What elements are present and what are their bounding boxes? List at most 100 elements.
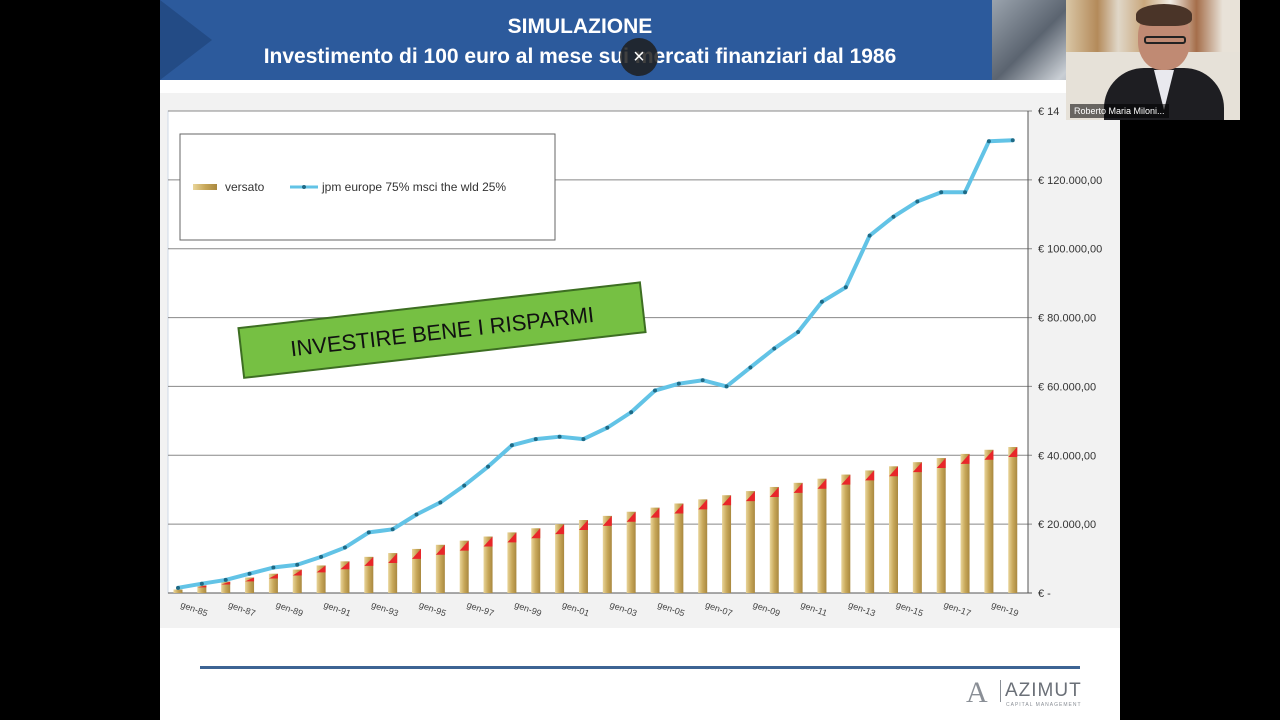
bar-red-cap bbox=[912, 462, 922, 473]
y-tick-label: € 100.000,00 bbox=[1038, 244, 1102, 256]
line-point bbox=[653, 388, 657, 393]
line-point bbox=[772, 346, 777, 351]
header-chevron-decoration bbox=[160, 0, 212, 80]
logo-text: AZIMUT bbox=[1000, 680, 1082, 702]
bar-versato bbox=[889, 466, 898, 593]
x-tick-label: gen-89 bbox=[275, 599, 305, 618]
x-tick-label: gen-97 bbox=[466, 599, 496, 618]
bar-red-cap bbox=[650, 507, 660, 518]
line-point bbox=[843, 285, 848, 290]
slide-title: SIMULAZIONE bbox=[507, 15, 653, 38]
line-point bbox=[986, 139, 991, 144]
y-tick-label: € 80.000,00 bbox=[1038, 313, 1096, 325]
bar-red-cap bbox=[745, 491, 755, 502]
legend-label-versato: versato bbox=[225, 180, 265, 194]
presentation-slide: SIMULAZIONE Investimento di 100 euro al … bbox=[160, 0, 1120, 720]
bar-red-cap bbox=[865, 470, 875, 481]
legend-swatch-point bbox=[302, 185, 306, 189]
bar-versato bbox=[340, 561, 350, 593]
bar-versato bbox=[412, 548, 421, 593]
bar-versato bbox=[936, 458, 946, 593]
banner-box bbox=[237, 281, 647, 379]
bar-versato bbox=[459, 540, 469, 593]
bar-red-cap bbox=[626, 511, 636, 522]
bar-red-cap bbox=[268, 573, 278, 579]
logo-subtitle: CAPITAL MANAGEMENT bbox=[1006, 702, 1082, 708]
bar-red-cap bbox=[364, 556, 374, 566]
bar-versato bbox=[865, 470, 875, 593]
bar-red-cap bbox=[936, 458, 946, 469]
bar-red-cap bbox=[602, 515, 612, 526]
footer-divider bbox=[200, 666, 1080, 669]
slide-subtitle: Investimento di 100 euro al mese sui mer… bbox=[263, 45, 897, 68]
x-tick-label: gen-19 bbox=[990, 599, 1020, 618]
bar-versato bbox=[984, 449, 994, 593]
bar-red-cap bbox=[841, 474, 851, 485]
y-tick-label: € 40.000,00 bbox=[1038, 450, 1096, 462]
bar-versato bbox=[769, 486, 779, 593]
participant-name-label: Roberto Maria Miloni... bbox=[1070, 104, 1169, 118]
bar-versato bbox=[912, 462, 922, 593]
bar-versato bbox=[531, 528, 541, 593]
x-tick-label: gen-15 bbox=[895, 599, 925, 618]
investment-chart: € - € 20.000,00 € 40.000,00 € 60.000,00 € 80… bbox=[167, 106, 1102, 618]
bar-versato bbox=[602, 515, 612, 593]
line-point bbox=[819, 299, 824, 304]
line-point bbox=[891, 214, 896, 219]
y-tick-label: € 120.000,00 bbox=[1038, 175, 1102, 187]
x-tick-label: gen-85 bbox=[179, 599, 209, 618]
bar-versato bbox=[483, 536, 493, 593]
line-point bbox=[557, 434, 562, 439]
bar-versato bbox=[578, 520, 588, 593]
y-tick-label: € 14 bbox=[1038, 106, 1059, 118]
x-tick-label: gen-93 bbox=[370, 599, 400, 618]
bar-versato bbox=[245, 577, 255, 593]
bar-red-cap bbox=[674, 503, 684, 514]
bar-red-cap bbox=[292, 569, 302, 576]
bar-versato bbox=[197, 585, 207, 593]
bar-red-cap bbox=[817, 478, 827, 489]
line-point bbox=[271, 565, 276, 570]
bar-versato bbox=[292, 569, 302, 593]
bar-red-cap bbox=[555, 524, 565, 535]
bar-red-cap bbox=[388, 553, 398, 564]
line-point bbox=[605, 425, 610, 430]
x-tick-label: gen-01 bbox=[561, 599, 591, 618]
bar-red-cap bbox=[197, 585, 207, 588]
bar-versato bbox=[221, 581, 231, 593]
line-point bbox=[176, 585, 180, 590]
bar-versato bbox=[745, 491, 755, 593]
x-tick-label: gen-87 bbox=[227, 599, 257, 618]
legend-label-jpm: jpm europe 75% msci the wld 25% bbox=[321, 180, 506, 194]
bar-red-cap bbox=[507, 532, 517, 543]
line-point bbox=[342, 545, 347, 550]
x-tick-label: gen-03 bbox=[609, 599, 639, 618]
line-point bbox=[676, 381, 681, 386]
bar-versato bbox=[435, 544, 445, 593]
speaker-hair bbox=[1136, 4, 1192, 26]
x-tick-label: gen-99 bbox=[513, 599, 543, 618]
line-point bbox=[486, 464, 491, 469]
webcam-thumbnail[interactable]: Roberto Maria Miloni... bbox=[1066, 0, 1240, 120]
bar-red-cap bbox=[459, 540, 469, 551]
bar-versato bbox=[793, 482, 803, 593]
line-point bbox=[223, 577, 228, 582]
bar-red-cap bbox=[316, 565, 326, 573]
bar-versato bbox=[674, 503, 684, 593]
line-point bbox=[414, 512, 419, 517]
x-tick-label: gen-05 bbox=[656, 599, 686, 618]
bar-versato bbox=[173, 589, 183, 593]
bar-versato bbox=[722, 495, 732, 593]
line-point bbox=[700, 378, 705, 383]
bar-red-cap bbox=[221, 581, 231, 585]
x-tick-label: gen-91 bbox=[322, 599, 352, 618]
bar-red-cap bbox=[889, 466, 898, 477]
bar-versato bbox=[316, 565, 326, 593]
line-point bbox=[963, 190, 968, 195]
chart-area: € - € 20.000,00 € 40.000,00 € 60.000,00 € 80… bbox=[160, 93, 1120, 628]
bar-red-cap bbox=[984, 449, 994, 460]
close-button[interactable]: × bbox=[620, 38, 658, 76]
bar-red-cap bbox=[340, 561, 350, 570]
bar-red-cap bbox=[412, 548, 421, 559]
y-tick-label: € 20.000,00 bbox=[1038, 519, 1096, 531]
